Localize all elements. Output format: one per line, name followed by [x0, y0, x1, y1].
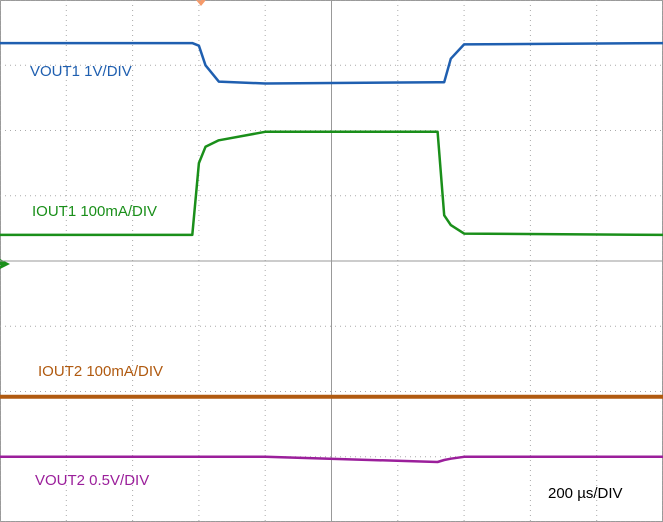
trace-label: IOUT1 100mA/DIV: [32, 203, 157, 220]
trace: [0, 455, 663, 464]
trace: [0, 130, 663, 237]
trace: [0, 41, 663, 85]
trace-label: VOUT2 0.5V/DIV: [35, 472, 149, 489]
trace-label: VOUT1 1V/DIV: [30, 63, 132, 80]
timebase-label: 200 µs/DIV: [548, 485, 623, 502]
trigger-marker: [196, 0, 206, 6]
trace-label: IOUT2 100mA/DIV: [38, 363, 163, 380]
